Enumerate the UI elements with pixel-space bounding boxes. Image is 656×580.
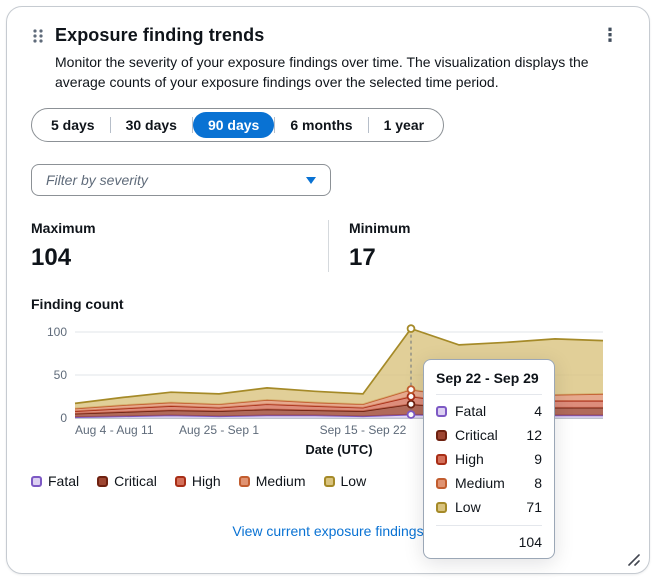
segment-divider xyxy=(109,117,111,133)
legend-item-fatal[interactable]: Fatal xyxy=(31,473,79,489)
time-range-1-year[interactable]: 1 year xyxy=(369,112,439,138)
segment-divider xyxy=(191,117,193,133)
tooltip-swatch-low xyxy=(436,501,447,513)
legend-label: High xyxy=(191,473,221,489)
legend-swatch-high xyxy=(174,475,186,487)
legend-item-critical[interactable]: Critical xyxy=(97,473,157,489)
tooltip-row-low: Low 71 xyxy=(436,495,542,519)
time-range-30-days[interactable]: 30 days xyxy=(111,112,192,138)
widget-description: Monitor the severity of your exposure fi… xyxy=(55,54,589,90)
legend-label: Critical xyxy=(114,473,157,489)
tooltip-row-medium: Medium 8 xyxy=(436,471,542,495)
time-range-90-days[interactable]: 90 days xyxy=(192,112,275,138)
legend-label: Fatal xyxy=(48,473,80,489)
tooltip-swatch-high xyxy=(436,453,447,465)
tooltip-series-name: Critical xyxy=(455,427,498,443)
time-range-5-days[interactable]: 5 days xyxy=(36,112,110,138)
tooltip-swatch-medium xyxy=(436,477,447,489)
svg-text:50: 50 xyxy=(54,368,68,382)
tooltip-series-name: High xyxy=(455,451,484,467)
legend-swatch-medium xyxy=(238,475,250,487)
legend-label: Medium xyxy=(255,473,306,489)
tooltip-series-value: 4 xyxy=(534,403,542,419)
tooltip-series-value: 9 xyxy=(534,451,542,467)
stats-row: Maximum 104 Minimum 17 xyxy=(31,220,625,272)
tooltip-series-value: 8 xyxy=(534,475,542,491)
svg-text:Date (UTC): Date (UTC) xyxy=(305,442,372,457)
time-range-segmented-control: 5 days 30 days 90 days 6 months 1 year xyxy=(31,108,445,142)
resize-handle-icon[interactable] xyxy=(626,552,641,567)
time-range-6-months[interactable]: 6 months xyxy=(275,112,367,138)
view-current-exposure-findings-link[interactable]: View current exposure findings xyxy=(232,523,424,539)
tooltip-row-critical: Critical 12 xyxy=(436,423,542,447)
minimum-label: Minimum xyxy=(349,220,411,236)
severity-filter-placeholder: Filter by severity xyxy=(46,172,148,188)
legend-swatch-low xyxy=(323,475,335,487)
svg-text:100: 100 xyxy=(47,325,67,339)
minimum-stat: Minimum 17 xyxy=(328,220,625,272)
widget-title: Exposure finding trends xyxy=(55,25,265,45)
svg-text:Aug 25 - Sep 1: Aug 25 - Sep 1 xyxy=(179,423,259,437)
tooltip-swatch-fatal xyxy=(436,405,447,417)
svg-text:0: 0 xyxy=(60,411,67,425)
chevron-down-icon xyxy=(306,176,316,184)
legend-item-high[interactable]: High xyxy=(174,473,221,489)
tooltip-series-value: 71 xyxy=(526,499,542,515)
tooltip-swatch-critical xyxy=(436,429,447,441)
tooltip-series-name: Fatal xyxy=(455,403,487,419)
chart-tooltip: Sep 22 - Sep 29 Fatal 4 Critical 12 High 9 Med… xyxy=(423,359,555,559)
maximum-label: Maximum xyxy=(31,220,96,236)
widget-footer: View current exposure findings xyxy=(31,523,625,541)
legend-item-medium[interactable]: Medium xyxy=(238,473,306,489)
widget-header: Exposure finding trends ⋮ xyxy=(31,25,625,46)
drag-handle-icon[interactable] xyxy=(31,28,45,44)
maximum-value: 104 xyxy=(31,244,72,271)
chart-legend: Fatal Critical High Medium Low xyxy=(31,473,625,489)
tooltip-total: 104 xyxy=(436,525,542,550)
legend-label: Low xyxy=(340,473,367,489)
tooltip-title: Sep 22 - Sep 29 xyxy=(436,370,542,395)
segment-divider xyxy=(367,117,369,133)
legend-swatch-critical xyxy=(97,475,109,487)
tooltip-series-name: Low xyxy=(455,499,481,515)
maximum-stat: Maximum 104 xyxy=(31,220,328,272)
svg-text:Sep 15 - Sep 22: Sep 15 - Sep 22 xyxy=(320,423,407,437)
tooltip-series-name: Medium xyxy=(455,475,505,491)
severity-filter-select[interactable]: Filter by severity xyxy=(31,164,331,196)
tooltip-series-value: 12 xyxy=(526,427,542,443)
exposure-finding-trends-widget: Exposure finding trends ⋮ Monitor the se… xyxy=(6,6,650,574)
legend-item-low[interactable]: Low xyxy=(323,473,367,489)
tooltip-rows: Fatal 4 Critical 12 High 9 Medium 8 Low 71 xyxy=(436,395,542,523)
legend-swatch-fatal xyxy=(31,475,42,487)
segment-divider xyxy=(274,117,276,133)
svg-text:Aug 4 - Aug 11: Aug 4 - Aug 11 xyxy=(75,423,154,437)
kebab-menu-button[interactable]: ⋮ xyxy=(595,25,625,46)
tooltip-row-high: High 9 xyxy=(436,447,542,471)
chart-title: Finding count xyxy=(31,296,124,312)
minimum-value: 17 xyxy=(349,244,376,271)
tooltip-row-fatal: Fatal 4 xyxy=(436,399,542,423)
